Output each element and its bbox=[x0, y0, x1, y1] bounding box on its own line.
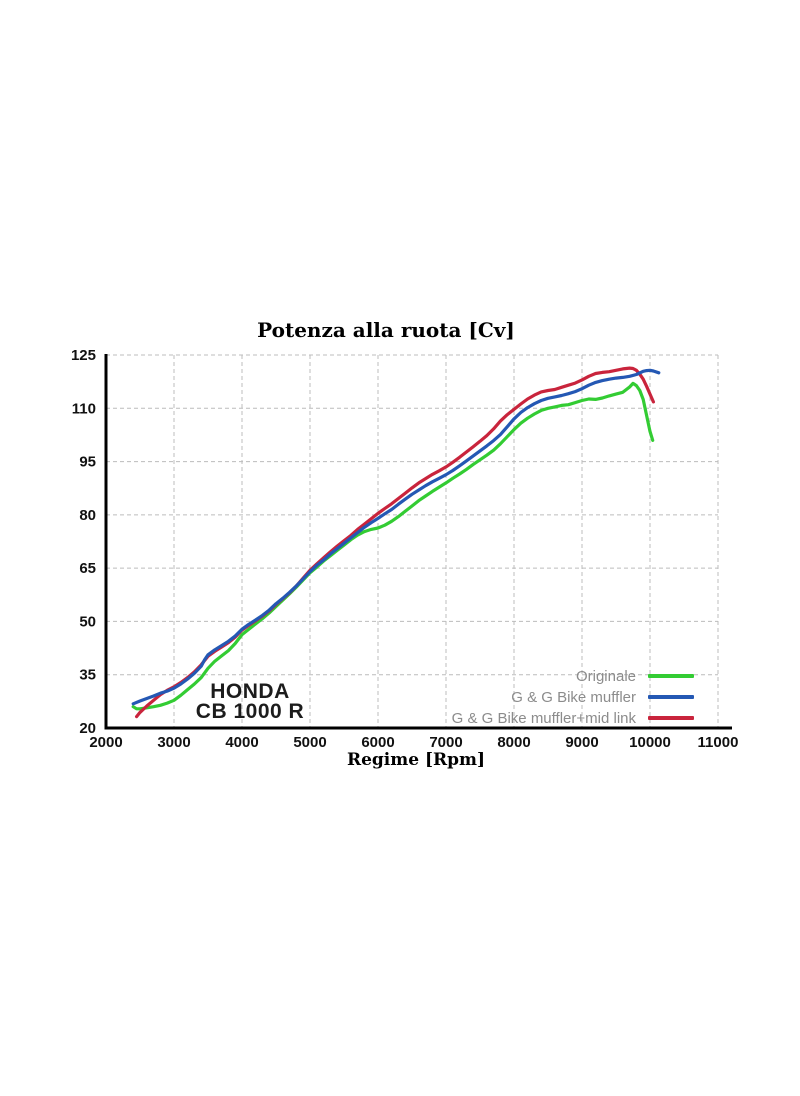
chart-title: Potenza alla ruota [Cv] bbox=[257, 318, 515, 342]
legend: Originale G & G Bike muffler G & G Bike mu… bbox=[452, 666, 694, 728]
y-tick-label: 65 bbox=[79, 560, 96, 577]
y-tick-label: 20 bbox=[79, 720, 96, 737]
legend-label: G & G Bike muffler+mid link bbox=[451, 709, 636, 727]
y-tick-label: 80 bbox=[79, 507, 96, 524]
power-curve-2 bbox=[131, 368, 661, 706]
legend-item: G & G Bike muffler+mid link bbox=[452, 708, 694, 728]
legend-label: Originale bbox=[575, 667, 636, 685]
x-tick-label: 6000 bbox=[361, 734, 394, 751]
power-curve-3 bbox=[135, 366, 656, 719]
x-axis-title: Regime [Rpm] bbox=[346, 750, 486, 770]
legend-line-swatch bbox=[648, 695, 694, 699]
bike-model-label: HONDA CB 1000 R bbox=[160, 680, 340, 723]
x-tick-label: 11000 bbox=[698, 734, 739, 751]
y-tick-label: 50 bbox=[79, 613, 96, 630]
x-tick-label: 3000 bbox=[157, 734, 190, 751]
x-tick-label: 9000 bbox=[565, 734, 598, 751]
x-tick-label: 4000 bbox=[225, 734, 258, 751]
power-curve-plot: 2000 3000 4000 5000 6000 7000 8000 9000 10000 110… bbox=[71, 347, 739, 751]
x-tick-label: 2000 bbox=[89, 734, 122, 751]
legend-item: Originale bbox=[452, 666, 694, 686]
bike-model: CB 1000 R bbox=[195, 700, 305, 723]
x-tick-label: 10000 bbox=[629, 734, 671, 751]
y-tick-label: 95 bbox=[79, 454, 96, 471]
bike-make: HONDA bbox=[210, 680, 290, 703]
legend-line-swatch bbox=[648, 716, 694, 720]
x-tick-label: 8000 bbox=[497, 734, 530, 751]
power-curve-1 bbox=[131, 381, 655, 711]
x-tick-label: 7000 bbox=[429, 734, 462, 751]
legend-item: G & G Bike muffler bbox=[452, 687, 694, 707]
y-tick-label: 110 bbox=[72, 400, 96, 417]
y-tick-label: 35 bbox=[79, 667, 96, 684]
legend-line-swatch bbox=[648, 674, 694, 678]
legend-label: G & G Bike muffler bbox=[511, 688, 636, 706]
x-tick-label: 5000 bbox=[293, 734, 326, 751]
y-tick-label: 125 bbox=[71, 347, 96, 364]
